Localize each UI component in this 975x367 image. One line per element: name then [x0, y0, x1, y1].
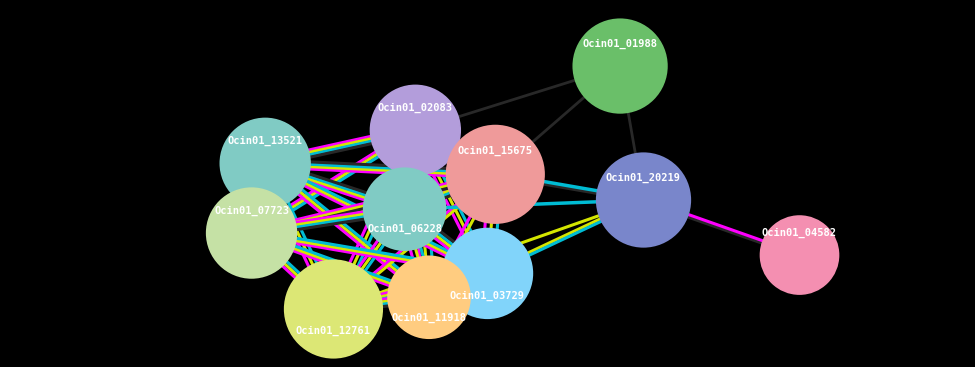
Ellipse shape: [220, 119, 310, 208]
Text: Ocin01_01988: Ocin01_01988: [583, 39, 657, 49]
Text: Ocin01_04582: Ocin01_04582: [762, 228, 837, 238]
Ellipse shape: [388, 256, 470, 338]
Ellipse shape: [760, 216, 838, 294]
Ellipse shape: [597, 153, 690, 247]
Ellipse shape: [370, 86, 460, 175]
Text: Ocin01_12761: Ocin01_12761: [296, 326, 370, 336]
Ellipse shape: [285, 260, 382, 358]
Text: Ocin01_03729: Ocin01_03729: [450, 290, 525, 301]
Ellipse shape: [573, 19, 667, 113]
Text: Ocin01_11918: Ocin01_11918: [392, 313, 466, 323]
Ellipse shape: [364, 168, 446, 250]
Ellipse shape: [207, 188, 296, 278]
Text: Ocin01_15675: Ocin01_15675: [458, 145, 532, 156]
Text: Ocin01_02083: Ocin01_02083: [378, 103, 452, 113]
Text: Ocin01_06228: Ocin01_06228: [368, 224, 442, 235]
Text: Ocin01_13521: Ocin01_13521: [228, 136, 302, 146]
Ellipse shape: [443, 229, 532, 318]
Text: Ocin01_07723: Ocin01_07723: [214, 206, 289, 216]
Ellipse shape: [447, 126, 544, 223]
Text: Ocin01_20219: Ocin01_20219: [606, 173, 681, 183]
